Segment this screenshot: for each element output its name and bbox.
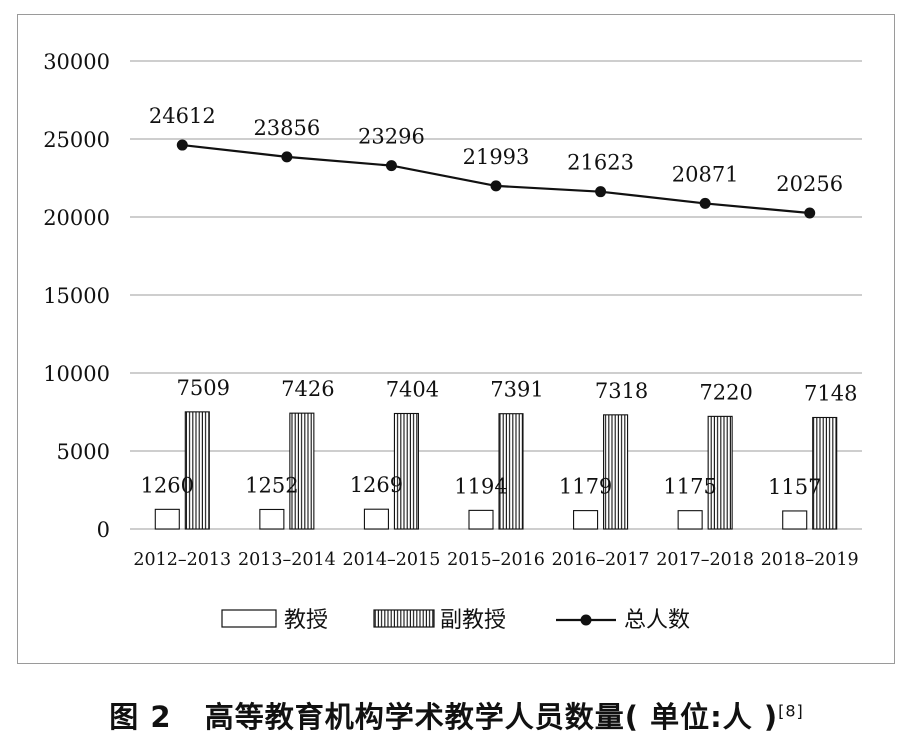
total-point bbox=[281, 151, 293, 163]
bar-associate-professor bbox=[603, 414, 629, 530]
legend-label-associate-professor: 副教授 bbox=[440, 608, 506, 633]
total-point bbox=[385, 160, 397, 172]
bar-associate-professor bbox=[184, 411, 210, 530]
caption-text: 高等教育机构学术教学人员数量( 单位:人 ) bbox=[204, 700, 779, 734]
x-tick-label: 2013–2014 bbox=[238, 550, 336, 570]
total-point bbox=[176, 139, 188, 151]
total-point bbox=[595, 186, 607, 198]
y-axis: 0 5000 10000 15000 20000 25000 30000 bbox=[43, 50, 110, 542]
bar-associate-professor bbox=[498, 413, 524, 530]
bar-label-associate-professor: 7220 bbox=[699, 380, 752, 404]
total-label: 21993 bbox=[463, 145, 530, 169]
legend-label-professor: 教授 bbox=[284, 608, 328, 633]
x-tick-label: 2017–2018 bbox=[656, 550, 754, 570]
x-tick-label: 2016–2017 bbox=[552, 550, 650, 570]
caption-ref: [8] bbox=[778, 701, 804, 721]
x-tick-label: 2014–2015 bbox=[343, 550, 441, 570]
bar-label-associate-professor: 7391 bbox=[490, 378, 543, 402]
bar-associate-professor bbox=[707, 415, 733, 530]
chart: 0 5000 10000 15000 20000 25000 30000 2012–2013… bbox=[43, 50, 862, 633]
total-label: 21623 bbox=[567, 151, 634, 175]
bar-label-professor: 1175 bbox=[663, 475, 716, 499]
legend: 教授 副教授 总人数 bbox=[221, 608, 690, 633]
total-point bbox=[490, 180, 502, 192]
bars bbox=[154, 411, 838, 530]
bar-label-associate-professor: 7426 bbox=[281, 377, 334, 401]
y-tick-label: 10000 bbox=[43, 362, 110, 386]
bar-label-professor: 1252 bbox=[245, 473, 298, 497]
y-tick-label: 5000 bbox=[57, 440, 110, 464]
legend-marker-total bbox=[580, 614, 592, 626]
y-tick-label: 15000 bbox=[43, 284, 110, 308]
total-label: 24612 bbox=[149, 104, 216, 128]
total-label: 20871 bbox=[672, 162, 739, 186]
total-label: 20256 bbox=[776, 172, 843, 196]
caption-label: 图 2 bbox=[109, 700, 172, 734]
grid-lines bbox=[130, 60, 862, 530]
legend-swatch-professor bbox=[221, 609, 277, 628]
bar-label-associate-professor: 7509 bbox=[177, 376, 230, 400]
y-tick-label: 30000 bbox=[43, 50, 110, 74]
total-label: 23856 bbox=[253, 116, 320, 140]
data-labels: 1260 7509 1252 7426 1269 7404 1194 7391 1179 7318… bbox=[141, 104, 858, 499]
bar-label-associate-professor: 7148 bbox=[804, 381, 857, 405]
bar-associate-professor bbox=[393, 412, 419, 530]
total-point bbox=[804, 207, 816, 219]
bar-label-professor: 1157 bbox=[768, 475, 821, 499]
bar-professor bbox=[468, 509, 494, 530]
bar-label-professor: 1179 bbox=[559, 475, 612, 499]
bar-label-associate-professor: 7318 bbox=[595, 379, 648, 403]
x-tick-label: 2012–2013 bbox=[133, 550, 231, 570]
figure-caption: 图 2 高等教育机构学术教学人员数量( 单位:人 )[8] bbox=[0, 694, 913, 736]
x-axis: 2012–2013 2013–2014 2014–2015 2015–2016 2016… bbox=[133, 550, 858, 570]
bar-professor bbox=[573, 510, 599, 530]
chart-frame bbox=[17, 14, 895, 664]
bar-label-professor: 1260 bbox=[141, 473, 194, 497]
bar-associate-professor bbox=[812, 416, 838, 530]
total-line bbox=[176, 139, 816, 219]
x-tick-label: 2018–2019 bbox=[761, 550, 859, 570]
y-tick-label: 0 bbox=[97, 518, 110, 542]
bar-label-professor: 1194 bbox=[454, 474, 507, 498]
bar-label-associate-professor: 7404 bbox=[386, 377, 439, 401]
y-tick-label: 25000 bbox=[43, 128, 110, 152]
bar-professor bbox=[782, 510, 808, 530]
legend-swatch-associate-professor bbox=[373, 609, 435, 628]
bar-label-professor: 1269 bbox=[350, 473, 403, 497]
y-tick-label: 20000 bbox=[43, 206, 110, 230]
bar-professor bbox=[363, 508, 389, 530]
bar-associate-professor bbox=[289, 412, 315, 530]
total-label: 23296 bbox=[358, 125, 425, 149]
x-tick-label: 2015–2016 bbox=[447, 550, 545, 570]
bar-professor bbox=[154, 508, 180, 530]
total-point bbox=[699, 197, 711, 209]
bar-professor bbox=[677, 510, 703, 530]
bar-professor bbox=[259, 508, 285, 530]
legend-label-total: 总人数 bbox=[624, 608, 690, 633]
